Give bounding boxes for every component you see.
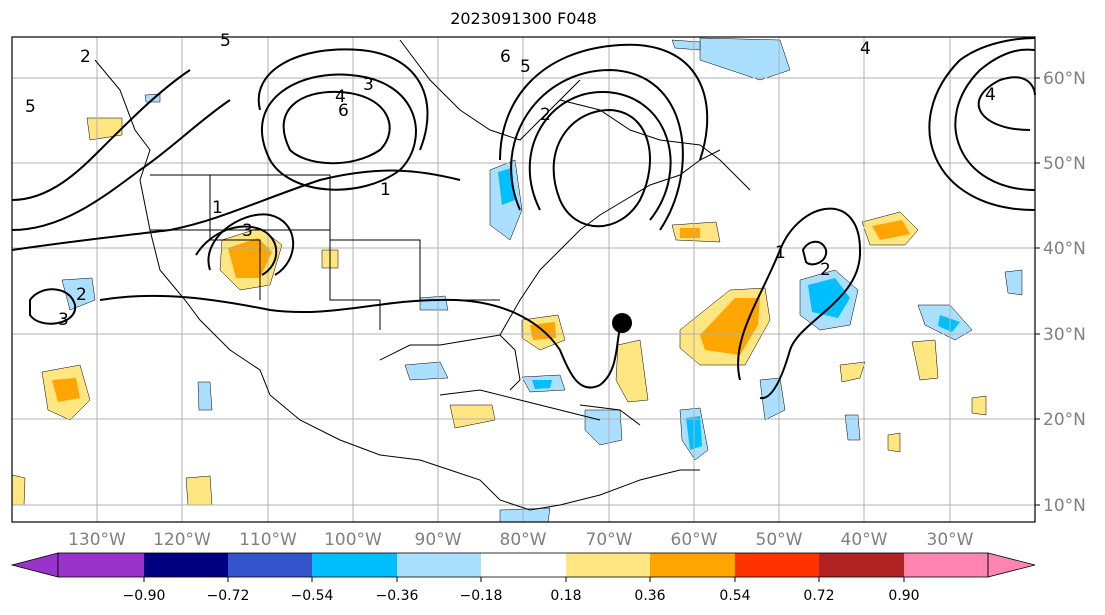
lat-label: 40°N: [1043, 239, 1086, 259]
contour-labels: 3 2 1 5 4 6 3 2 5 6 4 1 2 3 4 5 2 1: [25, 31, 996, 330]
contour-label: 4: [985, 85, 996, 105]
lon-label: 100°W: [324, 530, 382, 550]
neg-blob: [532, 380, 552, 389]
pos-blob: [52, 378, 80, 402]
contour-label: 2: [76, 285, 87, 305]
pos-blob: [872, 220, 910, 240]
colorbar-segment: [228, 553, 312, 577]
colorbar-tick-label: −0.72: [207, 588, 250, 604]
colorbar-segment: [735, 553, 819, 577]
neg-blob: [699, 37, 791, 81]
map-title: 2023091300 F048: [450, 9, 597, 28]
pos-blob: [911, 339, 939, 381]
lat-label: 10°N: [1043, 496, 1086, 516]
lon-label: 50°W: [756, 530, 803, 550]
colorbar-extend-low: [10, 552, 59, 578]
lon-axis: 130°W 120°W 110°W 100°W 90°W 80°W 70°W 6…: [68, 530, 974, 550]
neg-blob: [808, 278, 850, 318]
colorbar-segment: [312, 553, 397, 577]
colorbar-segment: [481, 553, 566, 577]
contour-label: 1: [775, 243, 786, 263]
contour-label: 5: [520, 57, 531, 77]
pos-blob: [449, 404, 496, 429]
contour-label: 1: [380, 180, 391, 200]
colorbar-segment: [397, 553, 481, 577]
contour-label: 3: [58, 310, 69, 330]
pos-blob: [11, 474, 26, 506]
lon-label: 30°W: [927, 530, 974, 550]
neg-blob: [197, 381, 213, 411]
storm-center-marker: [612, 313, 632, 333]
neg-blob: [404, 361, 449, 381]
contour-label: 5: [25, 97, 36, 117]
neg-blob: [671, 39, 701, 51]
contour-label: 2: [820, 260, 831, 280]
lon-label: 120°W: [153, 530, 211, 550]
lat-axis: 60°N 50°N 40°N 30°N 20°N 10°N: [1035, 69, 1086, 516]
pos-blob: [86, 117, 123, 141]
colorbar-segment: [819, 553, 904, 577]
colorbar-tick-label: 0.72: [803, 588, 834, 604]
neg-blob: [499, 507, 551, 523]
contour-label: 5: [220, 31, 231, 51]
contour-label: 3: [363, 75, 374, 95]
contour-label: 4: [335, 87, 346, 107]
pos-blob: [185, 475, 213, 506]
colorbar-segment: [650, 553, 735, 577]
colorbar-tick-label: −0.90: [123, 588, 166, 604]
colorbar-segment: [566, 553, 650, 577]
neg-blob: [419, 295, 449, 311]
graticule: [12, 37, 1035, 522]
contour-label: 1: [212, 198, 223, 218]
lon-label: 70°W: [586, 530, 633, 550]
neg-blob: [938, 315, 960, 332]
contour-label: 6: [500, 47, 511, 67]
contour-label: 3: [242, 221, 253, 241]
colorbar: −0.90 −0.72 −0.54 −0.36 −0.18 0.18 0.36 …: [10, 552, 1036, 604]
lat-label: 30°N: [1043, 325, 1086, 345]
colorbar-tick-label: 0.36: [634, 588, 665, 604]
colorbar-segment: [904, 553, 988, 577]
lon-label: 130°W: [68, 530, 126, 550]
pos-blob: [700, 298, 760, 355]
lat-label: 20°N: [1043, 410, 1086, 430]
colorbar-extend-high: [987, 552, 1036, 578]
pos-blob: [971, 395, 987, 416]
lon-label: 80°W: [500, 530, 547, 550]
contour-label: 4: [860, 39, 871, 59]
colorbar-segment: [144, 553, 228, 577]
colorbar-tick-label: −0.18: [460, 588, 503, 604]
contours: [11, 37, 1036, 400]
colorbar-tick-label: 0.18: [550, 588, 581, 604]
neg-blob: [1004, 269, 1023, 296]
colorbar-tick-label: −0.36: [376, 588, 419, 604]
lon-label: 90°W: [415, 530, 462, 550]
map-frame: [11, 36, 1036, 523]
neg-blob: [61, 277, 96, 311]
pos-blob: [887, 432, 901, 453]
lon-label: 60°W: [671, 530, 718, 550]
pos-blob: [839, 361, 866, 383]
lon-label: 110°W: [239, 530, 297, 550]
pos-blob: [615, 339, 649, 403]
lon-label: 40°W: [841, 530, 888, 550]
colorbar-tick-label: −0.54: [291, 588, 334, 604]
pos-blob: [680, 228, 700, 238]
contour-label: 6: [338, 101, 349, 121]
colorbar-tick-label: 0.90: [888, 588, 919, 604]
lat-label: 60°N: [1043, 69, 1086, 89]
colorbar-segment: [58, 553, 144, 577]
colorbar-tick-label: 0.54: [719, 588, 750, 604]
contour-label: 2: [80, 47, 91, 67]
contour-label: 2: [540, 105, 551, 125]
lat-label: 50°N: [1043, 154, 1086, 174]
neg-blob: [844, 414, 861, 441]
